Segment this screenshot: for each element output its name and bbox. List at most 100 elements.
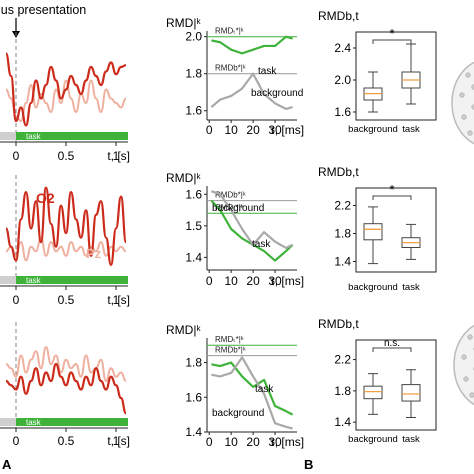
- rmd-y-tick-label: 1.4: [185, 250, 202, 264]
- boxplot-category-label: task: [402, 282, 420, 293]
- eeg-trace-light: [5, 79, 127, 123]
- panel-label-a: A: [2, 457, 12, 472]
- time-tick-label: 0.5: [58, 149, 75, 163]
- background-reference-label: RMDb*|ᵏ: [215, 191, 246, 200]
- significance-marker: n.s.: [384, 338, 400, 349]
- background-reference-label: RMDb*|ᵏ: [215, 64, 246, 73]
- boxplot-category-label: task: [402, 434, 420, 445]
- background-line-label: background: [212, 203, 264, 214]
- time-axis-label: t, [s]: [107, 434, 130, 448]
- electrode-marker: [467, 130, 473, 136]
- baseline-bar: [0, 132, 16, 140]
- boxplot-y-tick-label: 1.8: [334, 227, 351, 241]
- time-tick-label: 0: [13, 149, 20, 163]
- significance-bracket: [372, 195, 412, 200]
- rmd-x-tick-label: 10: [224, 274, 238, 288]
- boxplot-y-tick-label: 2.2: [334, 353, 351, 367]
- time-tick-label: 0: [13, 293, 20, 307]
- rmd-x-tick-label: 20: [246, 435, 260, 449]
- background-rmd-line: [210, 72, 293, 110]
- significance-bracket: [372, 347, 412, 352]
- head-diagram-column: [451, 61, 474, 406]
- rmd-x-tick-label: 10: [224, 123, 238, 137]
- rmd-y-tick-label: 1.6: [185, 104, 202, 118]
- eeg-trace-light: [5, 236, 127, 262]
- background-rmd-line: [211, 190, 294, 250]
- eeg-trace-dark: [4, 186, 128, 267]
- boxplot-y-label: RMDb,t: [318, 317, 359, 331]
- boxplot-y-label: RMDb,t: [318, 165, 359, 179]
- task-line-label: task: [255, 384, 274, 395]
- rmd-x-tick-label: 30: [268, 123, 282, 137]
- time-tick-label: 0.5: [58, 293, 75, 307]
- task-bar-label: task: [26, 276, 42, 285]
- eeg-trace-dark: [4, 52, 127, 127]
- electrode-marker: [465, 72, 471, 78]
- rmd-y-tick-label: 1.5: [185, 219, 202, 233]
- electrode-marker: [471, 104, 474, 110]
- boxplot-box: [363, 385, 383, 400]
- boxplot-box: [401, 384, 421, 402]
- electrode-marker: [469, 392, 474, 398]
- time-axis-label: t, [s]: [107, 293, 130, 307]
- boxplot-y-tick-label: 2.4: [334, 41, 351, 55]
- task-rmd-line: [211, 35, 293, 55]
- rmd-x-tick-label: 30: [268, 274, 282, 288]
- electrode-marker: [461, 354, 467, 360]
- rmd-x-tick-label: 10: [224, 435, 238, 449]
- task-rmd-line: [211, 361, 294, 416]
- baseline-bar: [0, 418, 16, 426]
- rmd-x-tick-label: 20: [246, 123, 260, 137]
- task-bar-label: task: [26, 418, 42, 427]
- boxplot-frame: [355, 339, 437, 431]
- boxplot-y-label: RMDb,t: [318, 9, 359, 23]
- stimulus-label: lus presentation: [0, 3, 86, 17]
- rmd-y-tick-label: 1.6: [185, 187, 202, 201]
- rmd-y-tick-label: 1.6: [185, 390, 202, 404]
- boxplot-y-tick-label: 1.6: [334, 105, 351, 119]
- task-reference-label: RMDₜ*|ᵏ: [215, 335, 244, 344]
- rmd-y-tick-label: 1.8: [185, 356, 202, 370]
- background-line-label: background: [212, 408, 264, 419]
- significance-marker: *: [389, 182, 394, 197]
- head-diagram: [453, 324, 474, 406]
- rmd-x-tick-label: 0: [206, 274, 213, 288]
- significance-marker: *: [389, 26, 394, 41]
- task-bar: [16, 132, 128, 140]
- time-tick-label: 1: [113, 293, 120, 307]
- task-bar-label: task: [26, 132, 42, 141]
- time-tick-label: 0: [13, 434, 20, 448]
- background-line-label: background: [251, 88, 303, 99]
- electrode-marker: [471, 84, 474, 90]
- boxplot-y-tick-label: 1.8: [334, 384, 351, 398]
- rmd-x-tick-label: 30: [268, 435, 282, 449]
- time-tick-label: 1: [113, 434, 120, 448]
- eeg-trace-light: [5, 345, 127, 383]
- electrode-marker: [459, 92, 465, 98]
- rmd-y-label: RMD|ᵏ: [166, 323, 201, 337]
- task-line-label: task: [258, 66, 277, 77]
- baseline-bar: [0, 276, 16, 284]
- background-rmd-line: [211, 356, 293, 430]
- time-tick-label: 1: [113, 149, 120, 163]
- boxplot-y-tick-label: 2.2: [334, 199, 351, 213]
- boxplot-category-label: background: [348, 434, 398, 445]
- boxplot-category-label: background: [348, 282, 398, 293]
- head-diagram: [451, 61, 474, 145]
- rmd-x-axis-label: τ, [ms]: [270, 274, 304, 288]
- electrode-marker: [463, 376, 469, 382]
- rmd-y-label: RMD|ᵏ: [166, 171, 201, 185]
- rmd-x-axis-label: τ, [ms]: [270, 435, 304, 449]
- rmd-x-tick-label: 0: [206, 435, 213, 449]
- task-bar: [16, 276, 128, 284]
- channel-label-pz: Pz: [86, 246, 102, 261]
- boxplot-category-label: background: [348, 124, 398, 135]
- significance-bracket: [372, 39, 412, 44]
- task-bar: [16, 418, 128, 426]
- boxplot-frame: [355, 187, 437, 273]
- boxplot-category-label: task: [402, 124, 420, 135]
- boxplot-y-tick-label: 1.4: [334, 415, 351, 429]
- rmd-x-axis-label: τ, [ms]: [270, 123, 304, 137]
